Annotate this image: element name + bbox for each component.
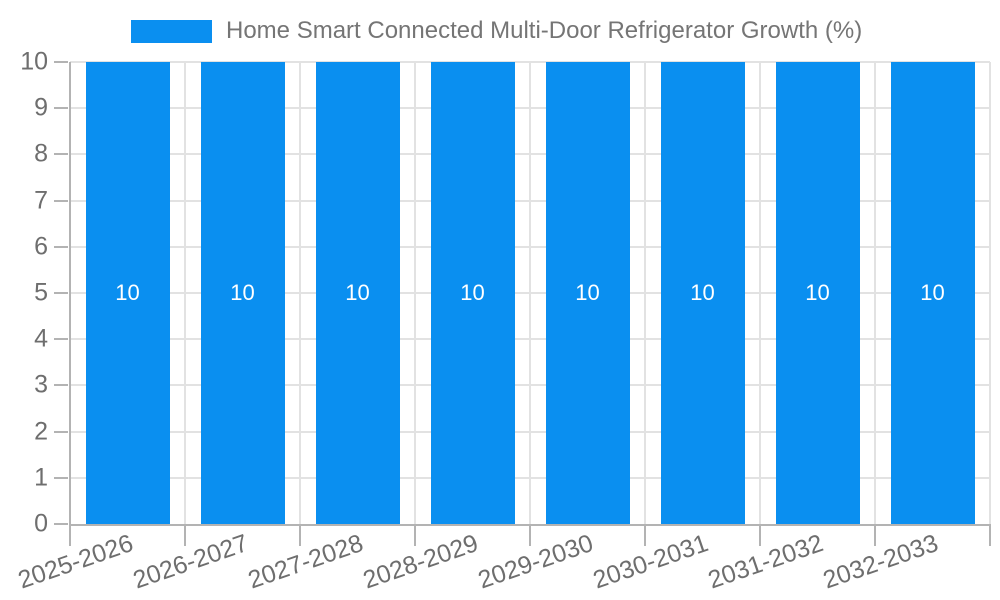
y-axis-line bbox=[69, 62, 71, 524]
bar[interactable] bbox=[660, 62, 745, 524]
x-tick bbox=[759, 524, 761, 546]
v-gridline bbox=[644, 62, 646, 524]
bar-value-label: 10 bbox=[920, 280, 945, 305]
y-tick bbox=[54, 384, 68, 387]
y-tick bbox=[54, 61, 68, 63]
x-tick bbox=[529, 524, 531, 546]
x-tick bbox=[69, 524, 71, 546]
y-tick bbox=[54, 430, 68, 433]
y-tick bbox=[54, 476, 68, 479]
bar[interactable] bbox=[430, 62, 515, 524]
y-tick-label: 8 bbox=[34, 139, 48, 168]
y-tick-label: 3 bbox=[34, 370, 48, 399]
y-tick-label: 10 bbox=[20, 47, 48, 76]
bar-value-label: 10 bbox=[575, 280, 600, 305]
x-tick bbox=[414, 524, 416, 546]
x-axis-line bbox=[69, 524, 991, 526]
bar-value-label: 10 bbox=[460, 280, 485, 305]
bar-value-label: 10 bbox=[690, 280, 715, 305]
x-tick bbox=[299, 524, 301, 546]
v-gridline bbox=[414, 62, 416, 524]
y-tick bbox=[54, 107, 68, 110]
x-tick bbox=[184, 524, 186, 546]
y-tick bbox=[54, 245, 68, 248]
v-gridline bbox=[184, 62, 186, 524]
y-tick-label: 7 bbox=[34, 186, 48, 215]
bar[interactable] bbox=[85, 62, 170, 524]
x-tick bbox=[644, 524, 646, 546]
y-tick bbox=[54, 338, 68, 341]
v-gridline bbox=[874, 62, 876, 524]
chart-legend: Home Smart Connected Multi-Door Refriger… bbox=[131, 19, 862, 43]
y-tick-label: 1 bbox=[34, 463, 48, 492]
y-tick bbox=[54, 199, 68, 202]
y-tick-label: 0 bbox=[34, 509, 48, 538]
y-tick bbox=[54, 292, 68, 294]
y-tick-label: 5 bbox=[34, 278, 48, 307]
y-tick bbox=[54, 523, 68, 525]
bar-value-label: 10 bbox=[805, 280, 830, 305]
v-gridline bbox=[529, 62, 531, 524]
x-tick bbox=[874, 524, 876, 546]
x-tick bbox=[989, 524, 991, 546]
bar[interactable] bbox=[890, 62, 975, 524]
y-tick bbox=[54, 153, 68, 156]
v-gridline bbox=[759, 62, 761, 524]
bar[interactable] bbox=[200, 62, 285, 524]
chart-title: Home Smart Connected Multi-Door Refriger… bbox=[226, 17, 863, 44]
legend-swatch bbox=[131, 19, 212, 43]
y-tick-label: 4 bbox=[34, 324, 48, 353]
bar-value-label: 10 bbox=[345, 280, 370, 305]
y-tick-label: 9 bbox=[34, 93, 48, 122]
y-tick-label: 2 bbox=[34, 417, 48, 446]
bar[interactable] bbox=[545, 62, 630, 524]
v-gridline bbox=[989, 62, 991, 524]
y-tick-label: 6 bbox=[34, 232, 48, 261]
bar[interactable] bbox=[775, 62, 860, 524]
bar[interactable] bbox=[315, 62, 400, 524]
bar-value-label: 10 bbox=[115, 280, 140, 305]
bar-value-label: 10 bbox=[230, 280, 255, 305]
v-gridline bbox=[299, 62, 301, 524]
